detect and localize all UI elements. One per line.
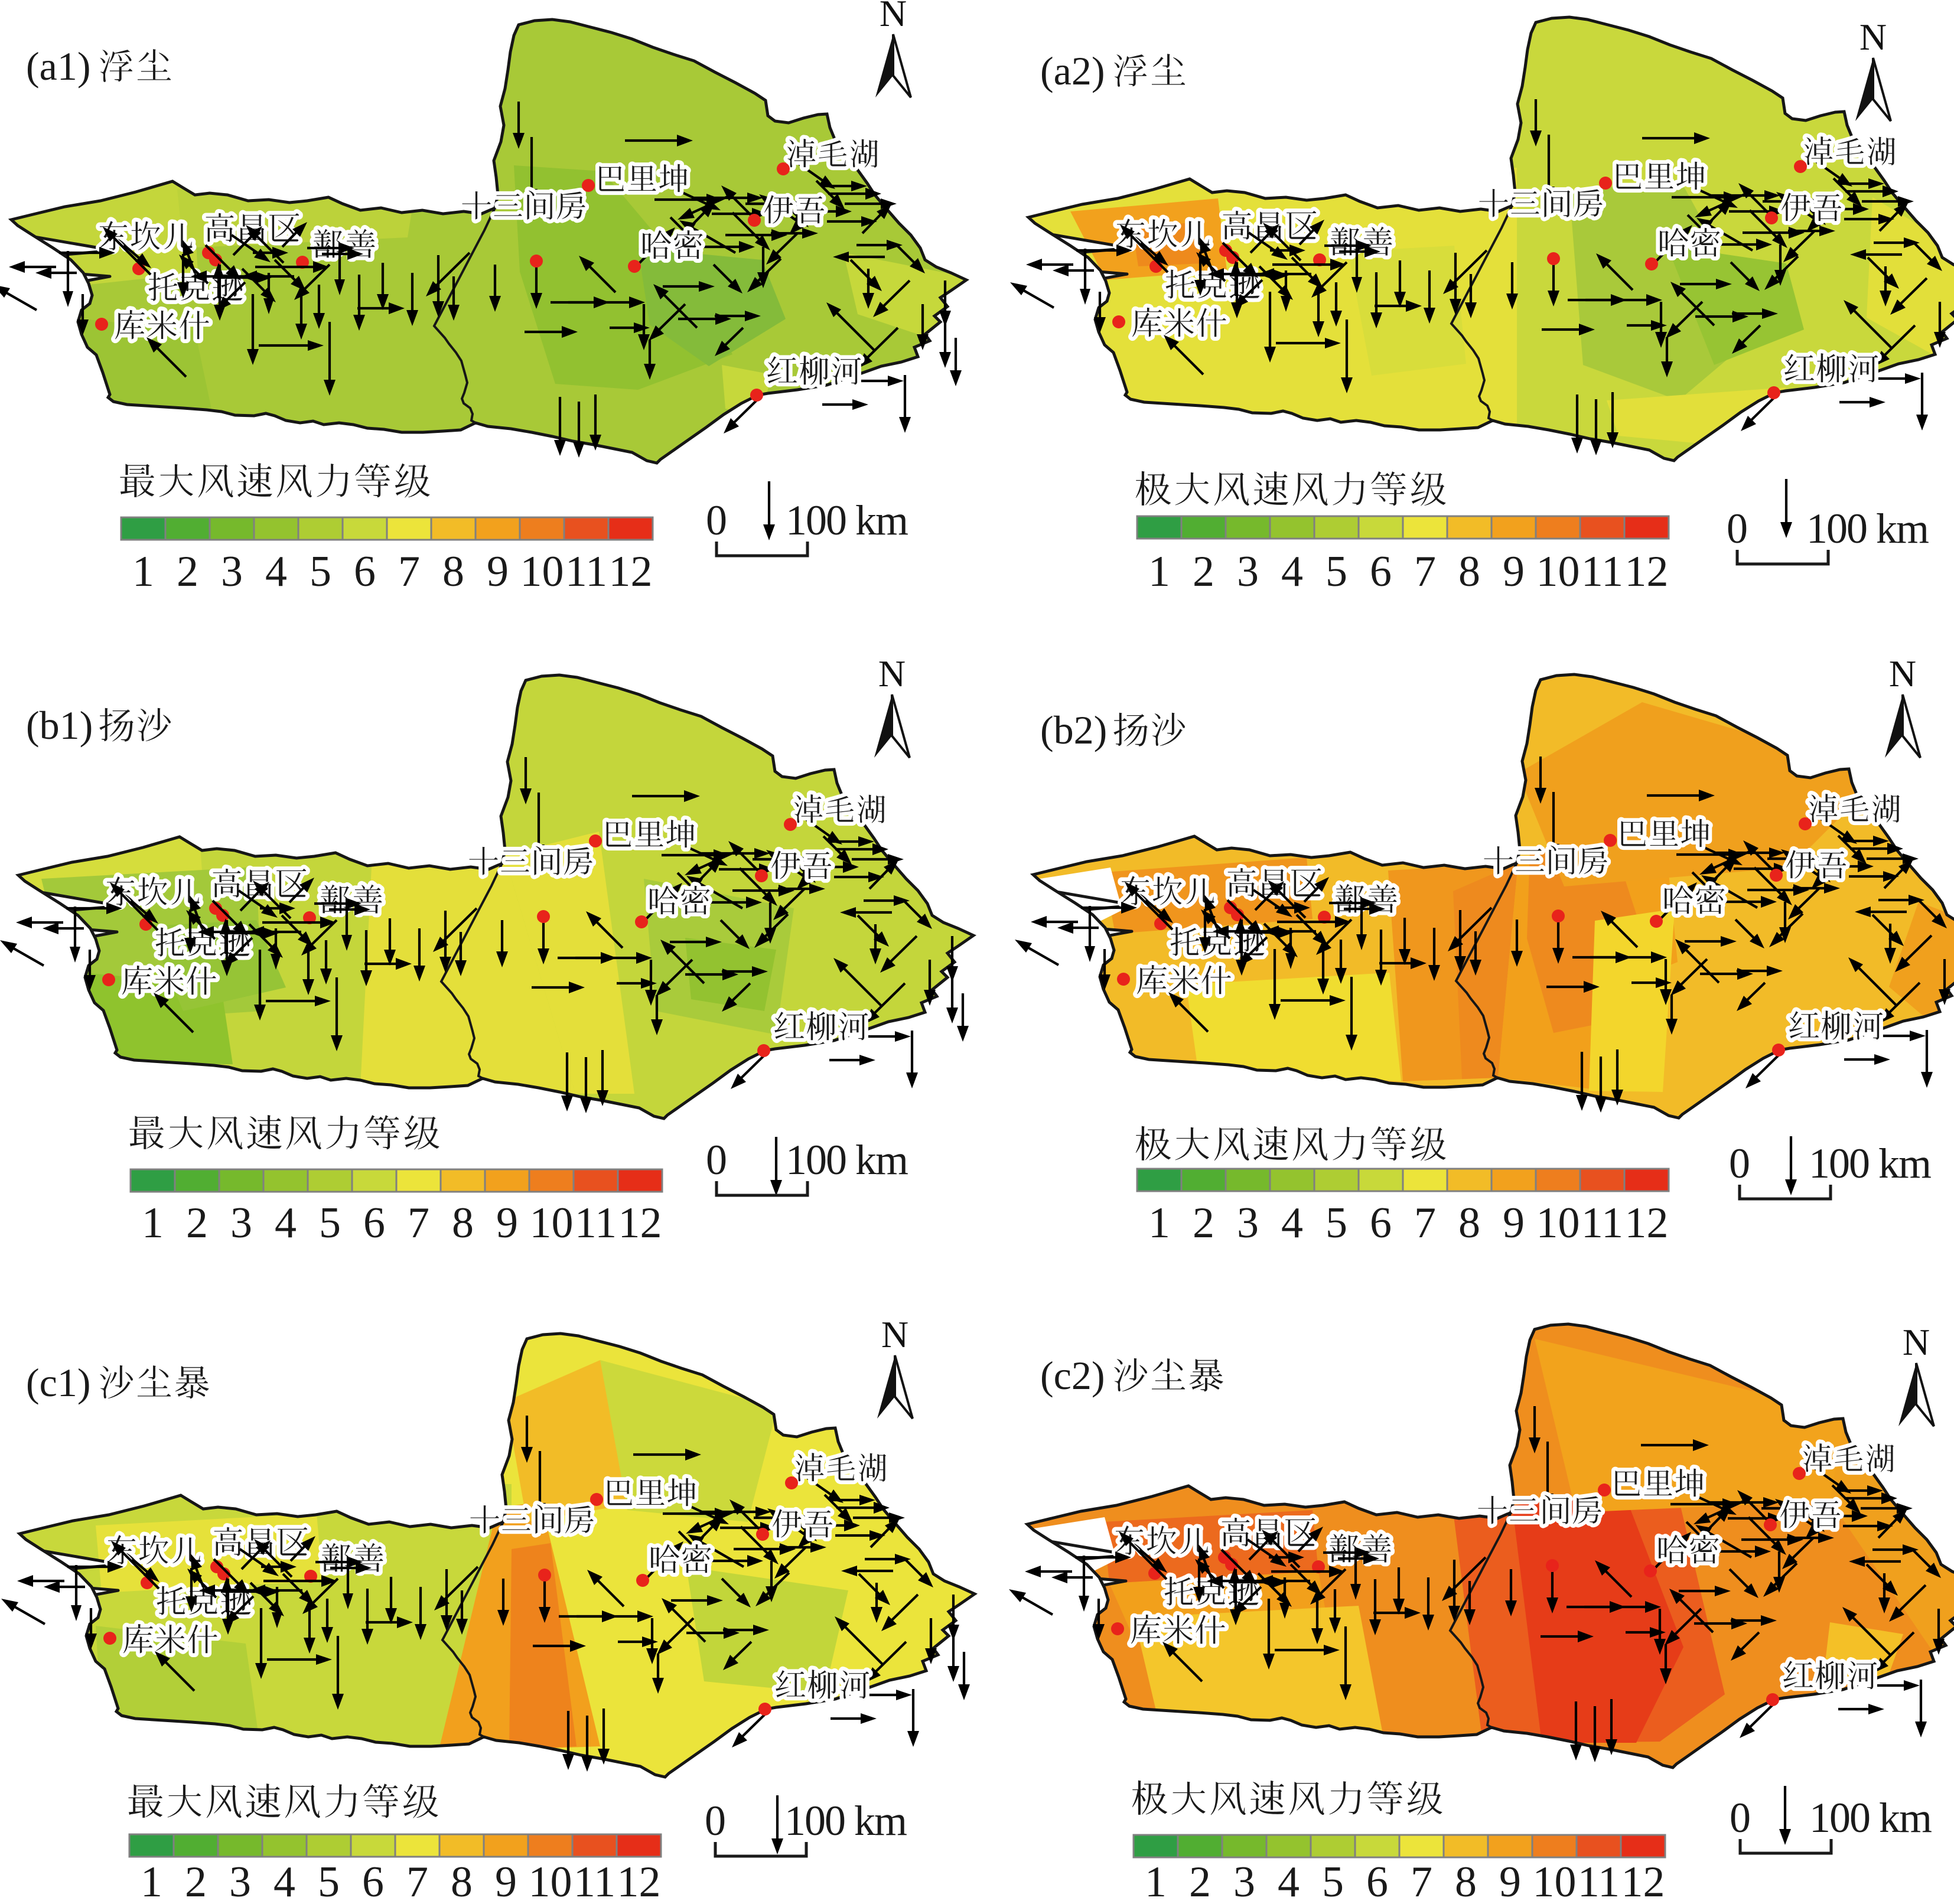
svg-text:(a2): (a2) [1040, 48, 1105, 93]
svg-text:(c2): (c2) [1040, 1353, 1105, 1398]
svg-text:(c1): (c1) [26, 1360, 90, 1405]
svg-text:(b2): (b2) [1040, 708, 1107, 752]
svg-text:(b1): (b1) [26, 703, 93, 748]
svg-text:(a1): (a1) [26, 44, 90, 89]
